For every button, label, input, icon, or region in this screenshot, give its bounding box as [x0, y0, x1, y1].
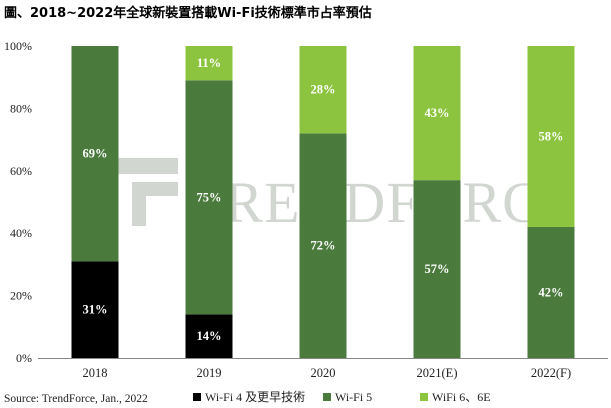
- bar-segment: [71, 46, 119, 262]
- data-label: 58%: [539, 129, 564, 143]
- bar-segment: [299, 133, 347, 358]
- legend-label: WiFi 6、6E: [432, 390, 491, 404]
- y-axis: 0% 20% 40% 60% 80% 100%: [4, 39, 608, 365]
- x-tick-label: 2018: [83, 366, 108, 380]
- data-label: 72%: [311, 239, 336, 253]
- legend-swatch: [323, 393, 331, 401]
- x-tick-label: 2022(F): [531, 366, 571, 380]
- bar-segment: [185, 46, 233, 81]
- y-tick-label: 60%: [10, 164, 32, 178]
- data-label: 11%: [197, 56, 221, 70]
- data-label: 43%: [425, 106, 450, 120]
- bar-segment: [185, 314, 233, 358]
- bars: [71, 46, 575, 358]
- x-tick-label: 2021(E): [417, 366, 458, 380]
- legend-swatch: [420, 393, 428, 401]
- y-tick-label: 0%: [16, 351, 32, 365]
- legend: Wi-Fi 4 及更早技術 Wi-Fi 5 WiFi 6、6E: [193, 390, 491, 404]
- data-label: 42%: [539, 285, 564, 299]
- data-label: 75%: [197, 190, 222, 204]
- legend-label: Wi-Fi 5: [335, 390, 372, 404]
- bar-segment: [413, 180, 461, 358]
- watermark-text: TRENDFORCE: [188, 170, 578, 235]
- legend-item: Wi-Fi 4 及更早技術: [193, 390, 305, 404]
- x-axis-labels: 2018 2019 2020 2021(E) 2022(F): [83, 366, 572, 380]
- legend-item: WiFi 6、6E: [420, 390, 491, 404]
- bar-segment: [299, 46, 347, 134]
- x-tick-label: 2019: [197, 366, 222, 380]
- legend-swatch: [193, 393, 201, 401]
- chart-title: 圖、2018~2022年全球新裝置搭載Wi-Fi技術標準市占率預估: [4, 6, 372, 21]
- y-tick-label: 100%: [4, 39, 32, 53]
- data-labels: 31% 69% 14% 75% 11% 72% 28% 57% 43% 42% 58%: [83, 56, 564, 343]
- trendforce-watermark: TRENDFORCE: [100, 158, 578, 235]
- data-label: 57%: [425, 262, 450, 276]
- y-tick-label: 80%: [10, 101, 32, 115]
- bar-segment: [413, 46, 461, 181]
- source-note: Source: TrendForce, Jan., 2022: [4, 393, 148, 405]
- bar-segment: [71, 261, 119, 358]
- y-tick-label: 20%: [10, 289, 32, 303]
- y-tick-label: 40%: [10, 226, 32, 240]
- legend-item: Wi-Fi 5: [323, 390, 372, 404]
- data-label: 69%: [83, 147, 108, 161]
- bar-segment: [185, 80, 233, 315]
- data-label: 28%: [311, 83, 336, 97]
- bar-segment: [527, 46, 575, 227]
- x-tick-label: 2020: [311, 366, 336, 380]
- data-label: 31%: [83, 303, 108, 317]
- bar-segment: [527, 226, 575, 358]
- data-label: 14%: [197, 329, 222, 343]
- legend-label: Wi-Fi 4 及更早技術: [205, 390, 305, 404]
